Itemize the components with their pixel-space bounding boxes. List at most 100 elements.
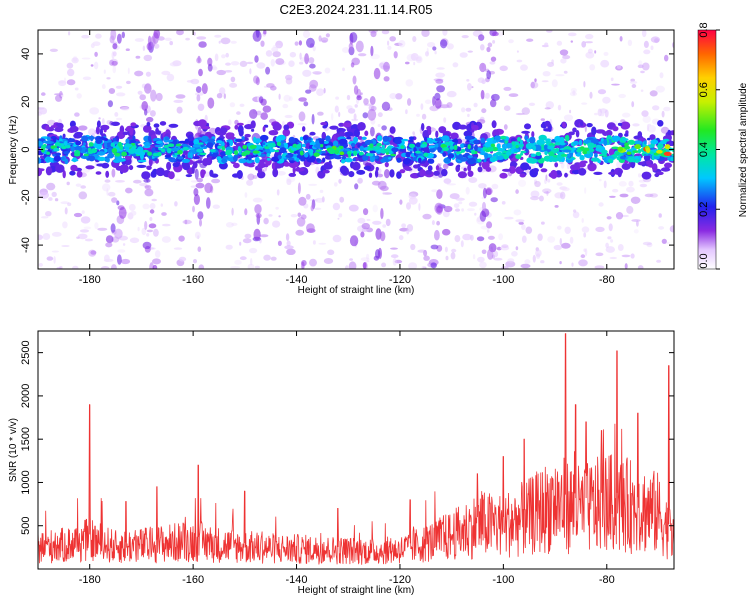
spectrogram-x-tick-label: -180 xyxy=(79,274,101,286)
spectrogram-streak xyxy=(355,40,364,53)
spectrogram-hotspot xyxy=(127,148,136,154)
spectrogram-speckle xyxy=(406,202,411,210)
spectrogram-speckle xyxy=(571,262,574,267)
spectrogram-speckle xyxy=(74,87,79,91)
spectrogram-streak xyxy=(434,229,440,241)
spectrogram-band xyxy=(304,148,309,151)
spectrogram-streak xyxy=(356,95,362,101)
spectrogram-band xyxy=(301,143,306,148)
spectrogram-speckle xyxy=(231,207,234,216)
spectrogram-speckle xyxy=(399,227,409,232)
spectrogram-band xyxy=(452,139,459,143)
spectrogram-band xyxy=(177,156,184,160)
spectrogram-bright xyxy=(408,143,416,148)
spectrogram-halo xyxy=(419,169,426,177)
spectrogram-speckle xyxy=(142,45,146,52)
spectrogram-speckle xyxy=(101,84,106,90)
colorbar-ticks: 0.0 0.2 0.4 0.6 0.8 xyxy=(698,22,720,270)
spectrogram-bright xyxy=(177,149,183,155)
spectrogram-speckle xyxy=(225,62,231,66)
spectrogram-halo xyxy=(356,169,366,175)
spectrogram-speckle xyxy=(395,93,403,100)
spectrogram-band xyxy=(130,139,137,144)
spectrogram-speckle xyxy=(480,44,485,51)
spectrogram-streak xyxy=(304,53,309,65)
spectrogram-speckle xyxy=(421,30,430,37)
spectrogram-streak xyxy=(253,228,261,241)
spectrogram-speckle xyxy=(413,61,416,66)
spectrogram-bright xyxy=(152,153,159,157)
spectrogram-speckle xyxy=(489,61,496,65)
spectrogram-halo xyxy=(357,136,363,140)
spectrogram-band xyxy=(544,138,552,142)
spectrogram-band xyxy=(304,152,309,158)
spectrogram-band xyxy=(643,153,652,156)
spectrogram-streak xyxy=(198,264,205,269)
spectrogram-speckle xyxy=(572,90,576,96)
spectrogram-speckle xyxy=(239,256,247,261)
spectrogram-speckle xyxy=(581,102,588,105)
spectrogram-speckle xyxy=(97,227,108,231)
spectrogram-speckle xyxy=(610,77,614,82)
spectrogram-speckle xyxy=(193,31,196,36)
spectrogram-y-axis-label: Frequency (Hz) xyxy=(8,116,19,185)
spectrogram-band xyxy=(626,157,635,162)
spectrogram-speckle xyxy=(642,62,650,71)
spectrogram-bright xyxy=(110,142,115,147)
spectrogram-speckle xyxy=(458,201,463,205)
spectrogram-speckle xyxy=(66,62,74,69)
spectrogram-speckle xyxy=(302,30,311,38)
spectrogram-streak xyxy=(141,101,148,111)
spectrogram-speckle xyxy=(556,182,563,186)
spectrogram-speckle xyxy=(492,40,496,44)
spectrogram-band xyxy=(608,159,613,163)
spectrogram-halo xyxy=(657,120,664,127)
spectrogram-band xyxy=(177,140,187,144)
spectrogram-band xyxy=(44,140,54,145)
spectrogram-speckle xyxy=(134,70,144,77)
spectrogram-bright xyxy=(532,145,537,151)
spectrogram-halo xyxy=(572,127,577,133)
spectrogram-band xyxy=(80,155,89,160)
spectrogram-speckle xyxy=(504,216,514,220)
spectrogram-band xyxy=(447,153,455,159)
spectrogram-speckle xyxy=(557,225,562,230)
spectrogram-speckle xyxy=(231,222,238,226)
spectrogram-speckle xyxy=(503,105,511,111)
spectrogram-halo xyxy=(617,122,623,126)
spectrogram-speckle xyxy=(45,211,52,217)
spectrogram-speckle xyxy=(643,49,651,55)
spectrogram-speckle xyxy=(422,213,432,220)
spectrogram-speckle xyxy=(621,254,631,258)
spectrogram-halo xyxy=(322,169,330,174)
spectrogram-streak xyxy=(482,187,487,199)
spectrogram-band xyxy=(442,152,447,157)
spectrogram-band xyxy=(437,146,442,153)
spectrogram-speckle xyxy=(285,74,293,81)
spectrogram-bright xyxy=(492,146,498,152)
spectrogram-speckle xyxy=(381,30,390,35)
spectrogram-speckle xyxy=(455,197,465,201)
spectrogram-streak xyxy=(436,85,445,93)
spectrogram-speckle xyxy=(465,107,472,112)
spectrogram-halo xyxy=(272,168,279,178)
spectrogram-band xyxy=(287,157,295,161)
spectrogram-speckle xyxy=(618,93,626,99)
spectrogram-halo xyxy=(579,161,586,168)
spectrogram-streak xyxy=(360,231,365,238)
spectrogram-halo xyxy=(368,172,373,178)
spectrogram-band xyxy=(394,139,402,145)
spectrogram-halo xyxy=(339,165,348,175)
spectrogram-speckle xyxy=(609,256,618,260)
spectrogram-bright xyxy=(167,143,175,147)
spectrogram-halo xyxy=(433,170,440,176)
spectrogram-bright xyxy=(456,151,463,155)
spectrogram-speckle xyxy=(272,51,281,58)
spectrogram-bright xyxy=(420,144,427,148)
spectrogram-speckle xyxy=(196,94,201,102)
spectrogram-speckle xyxy=(599,178,602,182)
spectrogram-speckle xyxy=(474,212,477,216)
spectrogram-band xyxy=(221,142,225,147)
spectrogram-bright xyxy=(485,148,491,153)
spectrogram-bright xyxy=(182,146,189,151)
